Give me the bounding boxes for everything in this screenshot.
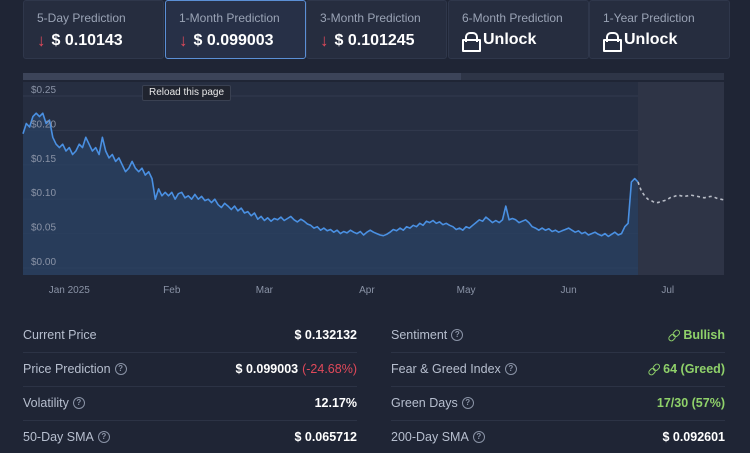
stat-200-day-sma: 200-Day SMA? $ 0.092601 bbox=[391, 420, 725, 453]
x-tick-label: Jul bbox=[661, 285, 674, 296]
lock-icon bbox=[462, 32, 481, 52]
stat-value: 17/30 (57%) bbox=[656, 396, 725, 410]
help-icon[interactable]: ? bbox=[114, 363, 127, 375]
divider bbox=[391, 420, 725, 421]
stat-price-prediction: Price Prediction? $ 0.099003 (-24.68%) bbox=[23, 352, 357, 386]
stat-value: $ 0.092601 bbox=[662, 430, 725, 444]
x-tick-label: Jun bbox=[561, 285, 577, 296]
y-tick-label: $0.05 bbox=[31, 223, 56, 234]
stat-green-days: Green Days? 17/30 (57%) bbox=[391, 386, 725, 420]
x-tick-label: Feb bbox=[163, 285, 181, 296]
stat-label: Green Days bbox=[391, 396, 458, 410]
x-tick-label: Jan 2025 bbox=[49, 285, 91, 296]
y-tick-label: $0.25 bbox=[31, 85, 56, 96]
price-area bbox=[23, 113, 639, 275]
card-label: 6-Month Prediction bbox=[462, 11, 563, 25]
y-tick-label: $0.15 bbox=[31, 154, 56, 165]
card-label: 5-Day Prediction bbox=[37, 11, 126, 25]
help-icon[interactable]: ? bbox=[472, 431, 485, 443]
card-6-month-prediction[interactable]: 6-Month Prediction Unlock bbox=[448, 0, 589, 59]
y-tick-label: $0.00 bbox=[31, 257, 56, 268]
stat-value[interactable]: 64 (Greed) bbox=[663, 362, 725, 376]
card-value: $ 0.101245 bbox=[334, 32, 415, 49]
prediction-line bbox=[637, 181, 725, 204]
stat-fear-greed-index: Fear & Greed Index? 64 (Greed) bbox=[391, 352, 725, 386]
lock-icon bbox=[603, 32, 622, 52]
card-label: 1-Month Prediction bbox=[179, 11, 280, 25]
stat-label: Sentiment bbox=[391, 328, 448, 342]
y-tick-label: $0.20 bbox=[31, 119, 56, 130]
chart-scrollbar-thumb[interactable] bbox=[23, 73, 461, 80]
card-label: 3-Month Prediction bbox=[320, 11, 421, 25]
stat-change: (-24.68%) bbox=[302, 362, 357, 376]
help-icon[interactable]: ? bbox=[72, 397, 85, 409]
divider bbox=[391, 352, 725, 353]
stat-label: 50-Day SMA bbox=[23, 430, 94, 444]
card-5-day-prediction[interactable]: 5-Day Prediction ↓ $ 0.10143 bbox=[23, 0, 164, 59]
help-icon[interactable]: ? bbox=[461, 397, 474, 409]
divider bbox=[391, 386, 725, 387]
arrow-down-icon: ↓ bbox=[179, 31, 188, 50]
x-tick-label: Apr bbox=[359, 285, 375, 296]
card-1-month-prediction[interactable]: 1-Month Prediction ↓ $ 0.099003 bbox=[165, 0, 306, 59]
link-icon bbox=[646, 361, 662, 377]
card-1-year-prediction[interactable]: 1-Year Prediction Unlock bbox=[589, 0, 730, 59]
card-value: $ 0.099003 bbox=[193, 32, 274, 49]
reload-tooltip: Reload this page bbox=[142, 85, 232, 101]
stat-value: $ 0.065712 bbox=[294, 430, 357, 444]
x-tick-label: May bbox=[457, 285, 476, 296]
help-icon[interactable]: ? bbox=[504, 363, 517, 375]
stat-sentiment: Sentiment? Bullish bbox=[391, 318, 725, 352]
x-tick-label: Mar bbox=[256, 285, 274, 296]
stat-label: Fear & Greed Index bbox=[391, 362, 501, 376]
stat-value: $ 0.132132 bbox=[294, 328, 357, 342]
arrow-down-icon: ↓ bbox=[320, 31, 329, 50]
unlock-link[interactable]: Unlock bbox=[483, 31, 537, 48]
price-chart: $0.25 $0.20 $0.15 $0.10 $0.05 $0.00 Jan 2025 F… bbox=[22, 82, 725, 296]
link-icon bbox=[666, 327, 682, 343]
stat-label: Volatility bbox=[23, 396, 69, 410]
divider bbox=[23, 386, 357, 387]
stat-value: $ 0.099003 bbox=[235, 362, 299, 376]
help-icon[interactable]: ? bbox=[97, 431, 110, 443]
stat-current-price: Current Price $ 0.132132 bbox=[23, 318, 357, 352]
unlock-link[interactable]: Unlock bbox=[624, 31, 678, 48]
divider bbox=[23, 420, 357, 421]
stat-volatility: Volatility? 12.17% bbox=[23, 386, 357, 420]
stat-label: 200-Day SMA bbox=[391, 430, 469, 444]
price-history-line bbox=[22, 112, 639, 238]
card-label: 1-Year Prediction bbox=[603, 11, 695, 25]
card-value: $ 0.10143 bbox=[51, 32, 123, 49]
prediction-cards: 5-Day Prediction ↓ $ 0.10143 1-Month Pred… bbox=[0, 0, 750, 60]
stat-50-day-sma: 50-Day SMA? $ 0.065712 bbox=[23, 420, 357, 453]
help-icon[interactable]: ? bbox=[451, 329, 464, 341]
stat-value[interactable]: Bullish bbox=[683, 328, 725, 342]
stat-label: Price Prediction bbox=[23, 362, 111, 376]
arrow-down-icon: ↓ bbox=[37, 31, 46, 50]
stat-label: Current Price bbox=[23, 328, 97, 342]
divider bbox=[23, 352, 357, 353]
card-3-month-prediction[interactable]: 3-Month Prediction ↓ $ 0.101245 bbox=[306, 0, 447, 59]
y-tick-label: $0.10 bbox=[31, 188, 56, 199]
stat-value: 12.17% bbox=[314, 396, 357, 410]
forecast-region bbox=[638, 82, 724, 275]
